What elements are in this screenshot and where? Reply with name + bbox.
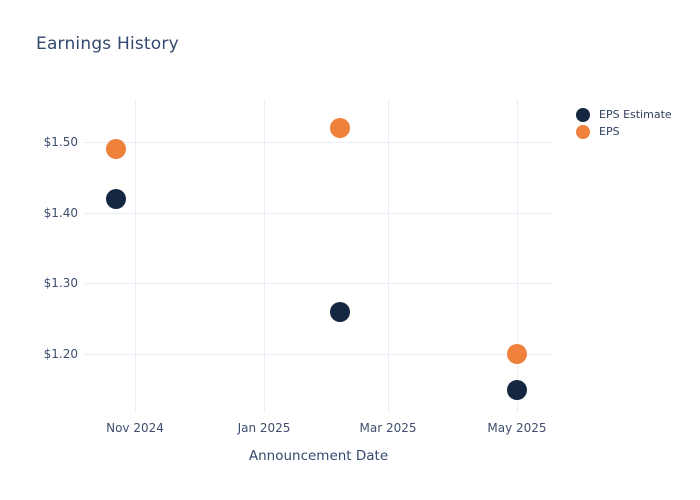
- legend-label-eps-estimate: EPS Estimate: [599, 108, 672, 121]
- gridline-h: [84, 142, 553, 143]
- x-tick-label: Nov 2024: [106, 421, 164, 435]
- gridline-h: [84, 283, 553, 284]
- x-axis-title: Announcement Date: [248, 448, 389, 464]
- legend-item-eps-estimate[interactable]: EPS Estimate: [576, 106, 672, 123]
- data-point-eps-estimate[interactable]: [330, 302, 350, 322]
- legend: EPS Estimate EPS: [576, 106, 672, 140]
- y-tick-label: $1.20: [43, 347, 78, 361]
- legend-label-eps: EPS: [599, 125, 620, 138]
- x-tick-label: May 2025: [487, 421, 547, 435]
- data-point-eps[interactable]: [507, 344, 527, 364]
- x-tick-label: Jan 2025: [237, 421, 291, 435]
- gridline-h: [84, 213, 553, 214]
- plot-area: [84, 99, 553, 413]
- gridline-h: [84, 354, 553, 355]
- y-tick-label: $1.30: [43, 276, 78, 290]
- data-point-eps-estimate[interactable]: [106, 189, 126, 209]
- data-point-eps[interactable]: [330, 118, 350, 138]
- legend-marker-eps-icon: [576, 124, 590, 139]
- gridline-v: [264, 99, 265, 413]
- legend-marker-eps-estimate-icon: [576, 107, 590, 122]
- legend-item-eps[interactable]: EPS: [576, 123, 672, 140]
- x-tick-label: Mar 2025: [359, 421, 417, 435]
- gridline-v: [388, 99, 389, 413]
- data-point-eps-estimate[interactable]: [507, 380, 527, 400]
- chart-title: Earnings History: [36, 34, 179, 54]
- data-point-eps[interactable]: [106, 139, 126, 159]
- y-tick-label: $1.40: [43, 206, 78, 220]
- gridline-v: [135, 99, 136, 413]
- y-tick-label: $1.50: [43, 135, 78, 149]
- gridline-v: [517, 99, 518, 413]
